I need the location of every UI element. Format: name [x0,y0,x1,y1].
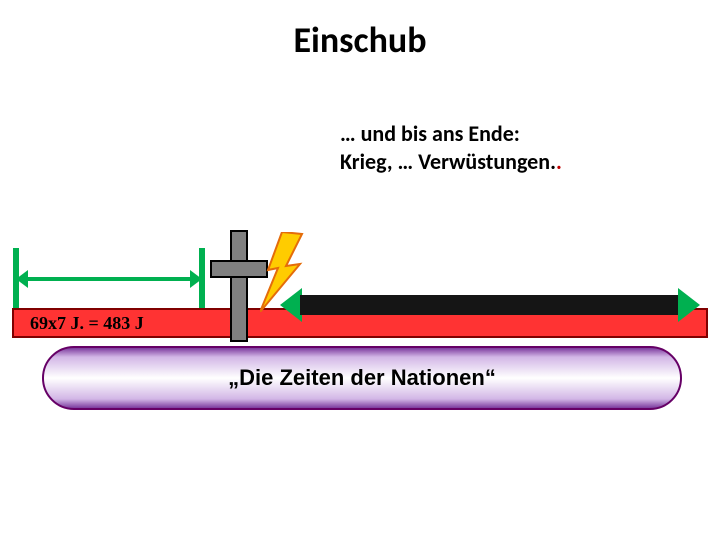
dark-arrow-right [678,288,700,322]
green-span-arrow [16,270,202,288]
subtitle-line1: … und bis ans Ende: [340,120,520,147]
dark-arrow-bar [300,295,680,315]
dark-span-arrow [280,288,700,322]
title: Einschub [0,18,720,62]
slide: Einschub … und bis ans Ende: Krieg, … Ve… [0,0,720,540]
subtitle-line2: Krieg, … Verwüstungen. [340,148,556,175]
green-tick-right [199,248,205,310]
subtitle-period: . [556,148,562,175]
period-label: 69x7 J. = 483 J [30,313,144,334]
nations-pill-label: „Die Zeiten der Nationen“ [228,365,496,391]
bolt-shape [260,232,302,312]
subtitle-block: … und bis ans Ende: Krieg, … Verwüstunge… [340,120,562,176]
nations-pill: „Die Zeiten der Nationen“ [42,346,682,410]
green-arrow-bar [26,277,192,281]
lightning-bolt-icon [260,232,310,312]
cross-vertical [230,230,248,342]
